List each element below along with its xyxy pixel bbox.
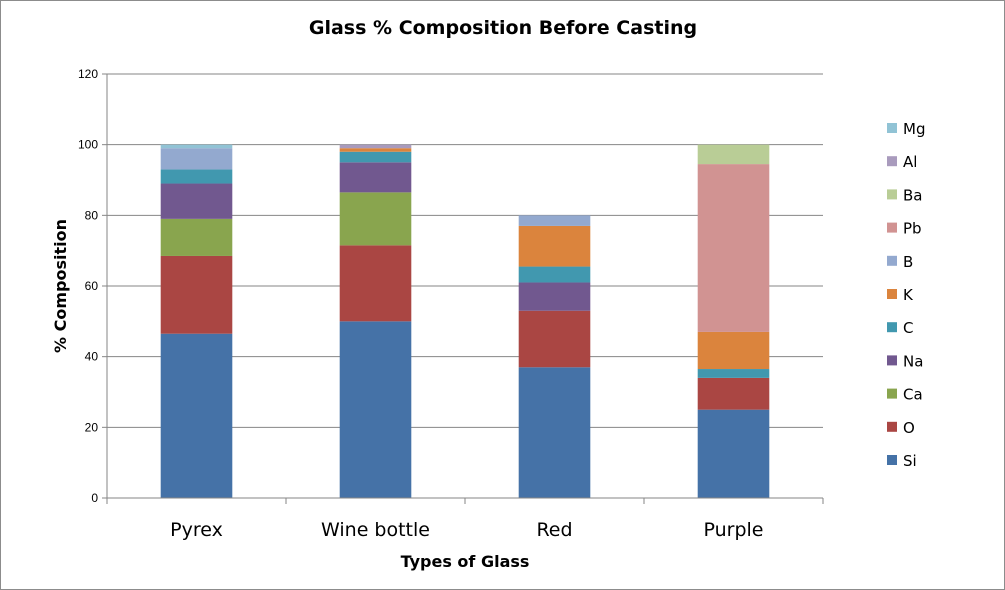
y-tick-label: 120 [78,67,98,81]
bar-segment-k [339,148,412,152]
bar-segment-o [160,255,233,334]
bar-segment-si [518,367,591,498]
x-tick-label: Wine bottle [321,519,430,541]
bar-segment-mg [160,144,233,149]
legend-swatch-na [887,355,897,366]
bar-segment-na [160,183,233,219]
bar-segment-si [160,333,233,498]
bar-segment-b [160,148,233,170]
legend-swatch-ca [887,388,897,399]
y-tick-label: 40 [85,350,99,364]
legend-label-mg: Mg [903,120,925,138]
y-tick-label: 20 [85,420,99,434]
y-axis-title: % Composition [51,219,70,353]
bar-segment-o [339,245,412,322]
legend-label-pb: Pb [903,220,922,238]
legend-label-si: Si [903,452,917,470]
bar-segment-c [518,266,591,283]
legend-label-ca: Ca [903,386,923,404]
bar-segment-ba [697,144,770,165]
x-axis-title: Types of Glass [401,552,530,571]
legend-label-k: K [903,286,914,304]
legend-swatch-b [887,255,897,266]
legend-swatch-c [887,322,897,333]
legend-swatch-si [887,455,897,465]
axes [102,73,824,504]
bar-segment-ca [160,218,233,256]
legend-swatch-mg [887,123,897,133]
chart-title: Glass % Composition Before Casting [309,17,697,39]
bar-segment-na [339,162,412,193]
y-tick-label: 80 [85,208,99,222]
bar-segment-si [339,321,412,498]
bar-segment-pb [697,164,770,332]
bar-segment-k [518,225,591,267]
bars [160,144,770,498]
y-tick-label: 0 [91,491,98,505]
x-tick-label: Pyrex [170,519,223,541]
legend-label-al: Al [903,153,917,171]
bar-segment-c [697,369,770,378]
x-tick-label: Purple [703,519,763,541]
legend-label-ba: Ba [903,186,922,204]
legend-swatch-pb [887,222,897,233]
legend-label-na: Na [903,352,923,370]
legend-swatch-k [887,289,897,299]
bar-segment-si [697,409,770,498]
tick-labels: 0 20 40 60 80 100 120 Pyrex Wine bottle Red Purple [78,67,764,541]
bar-segment-na [518,282,591,311]
bar-segment-c [160,169,233,184]
bar-segment-al [339,144,412,149]
bar-segment-k [697,331,770,370]
legend-swatch-o [887,421,897,432]
legend-swatch-ba [887,189,897,200]
y-tick-label: 100 [78,138,98,152]
bar-segment-b [518,215,591,226]
legend-label-c: C [903,319,913,337]
legend-swatch-al [887,156,897,167]
y-tick-label: 60 [85,279,99,293]
bar-segment-o [518,310,591,368]
bar-segment-ca [339,192,412,246]
legend: Mg Al Ba Pb BKC Na Ca O Si [887,120,925,470]
legend-label-b: B [903,253,913,271]
bar-segment-c [339,151,412,163]
legend-label-o: O [903,419,915,437]
bar-segment-o [697,377,770,410]
x-tick-label: Red [536,519,572,541]
